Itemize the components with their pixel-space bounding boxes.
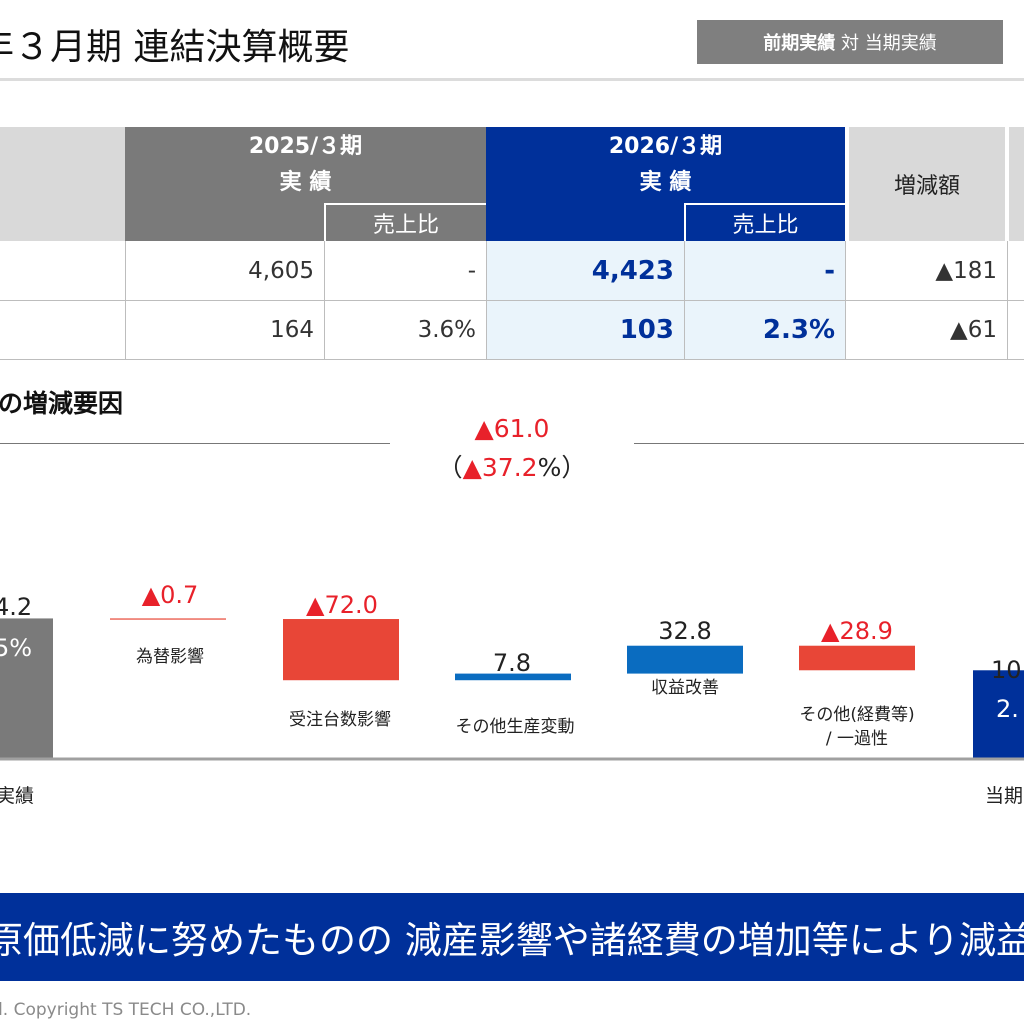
total-change-pct-open: （: [437, 453, 463, 482]
profit-bar: [627, 645, 743, 674]
comparison-badge: 前期実績 対 当期実績: [697, 20, 1003, 64]
table-col-divider: [125, 241, 126, 359]
table-cell-prev: 4,605: [248, 258, 314, 284]
end-value-label: 10: [991, 656, 1022, 684]
end-category-label: 当期: [985, 785, 1024, 807]
table-cell-curr-ratio: 2.3%: [684, 301, 845, 359]
other-value-label: ▲28.9: [821, 617, 893, 645]
prev-period-header: 2025/３期 実 績: [125, 127, 486, 203]
summary-banner-text: 原価低減に努めたものの 減産影響や諸経費の増加等により減益: [0, 919, 1024, 962]
table-cell-diff: ▲181: [935, 258, 997, 284]
extra-header: [1007, 127, 1024, 241]
total-change-pct: （▲37.2%）: [432, 448, 592, 484]
table-bottom-border: [0, 359, 1024, 360]
total-change-value: ▲61.0: [474, 414, 550, 443]
waterfall-chart: [0, 618, 1024, 761]
prev-actual-blank: [125, 203, 324, 241]
table-row-divider: [0, 300, 1024, 301]
table-col-divider: [684, 241, 685, 359]
other-category-label-line2: / 一過性: [825, 729, 889, 749]
prev-ratio-header: 売上比: [324, 203, 486, 241]
end-ratio-label: 2.: [996, 695, 1019, 723]
total-change-right-rule: [634, 443, 1024, 444]
total-change-pct-value: ▲37.2: [462, 453, 538, 482]
curr-actual-blank: [486, 203, 684, 241]
total-change-pct-close: %）: [537, 453, 587, 482]
table-corner-cell: [0, 127, 125, 241]
start-value-label: 4.2: [0, 593, 33, 621]
table-cell-curr-ratio: -: [684, 241, 845, 301]
table-col-divider: [324, 241, 325, 359]
fx-category-label: 為替影響: [136, 647, 204, 667]
other-category-label: その他(経費等): [799, 705, 915, 725]
start-category-label: 実績: [0, 785, 35, 807]
copyright-footer: d. Copyright TS TECH CO.,LTD.: [0, 1000, 252, 1020]
other-bar: [799, 645, 915, 671]
table-col-divider: [1007, 241, 1008, 359]
profit-category-label: 収益改善: [651, 678, 719, 698]
table-cell-prev-ratio: -: [467, 258, 476, 284]
summary-banner: 原価低減に努めたものの 減産影響や諸経費の増加等により減益: [0, 893, 1024, 981]
curr-period-label: 2026/３期: [608, 134, 723, 159]
comparison-curr-label: 当期実績: [864, 33, 937, 54]
prev-period-label: 2025/３期: [248, 134, 363, 159]
curr-ratio-header: 売上比: [684, 203, 845, 241]
orders-category-label: 受注台数影響: [289, 710, 391, 730]
profit-value-label: 32.8: [658, 617, 712, 645]
curr-period-header: 2026/３期 実 績: [486, 127, 845, 203]
table-cell-curr: 103: [486, 301, 684, 359]
comparison-prev-label: 前期実績: [763, 33, 836, 54]
prev-actual-label: 実 績: [279, 170, 332, 195]
start-ratio-label: 5%: [0, 634, 33, 662]
table-cell-diff: ▲61: [950, 317, 997, 343]
table-cell-prev-ratio: 3.6%: [417, 317, 476, 343]
end-bar: [973, 670, 1024, 758]
diff-header: 増減額: [847, 127, 1005, 241]
table-cell-curr: 4,423: [486, 241, 684, 301]
orders-value-label: ▲72.0: [306, 591, 378, 619]
production-category-label: その他生産変動: [455, 717, 575, 737]
table-col-divider: [486, 241, 487, 359]
orders-bar: [283, 619, 399, 681]
total-change-left-rule: [0, 443, 390, 444]
table-cell-prev: 164: [270, 317, 314, 343]
curr-actual-label: 実 績: [639, 170, 692, 195]
header-divider: [0, 78, 1024, 81]
production-bar: [455, 673, 571, 681]
fx-bar: [110, 618, 226, 620]
start-bar: [0, 618, 53, 758]
production-value-label: 7.8: [492, 649, 532, 677]
comparison-vs-label: 対: [835, 33, 865, 54]
table-col-divider: [845, 241, 846, 359]
section-title: の増減要因: [0, 389, 124, 418]
page-title: 年３月期 連結決算概要: [0, 27, 350, 68]
fx-value-label: ▲0.7: [141, 581, 199, 609]
